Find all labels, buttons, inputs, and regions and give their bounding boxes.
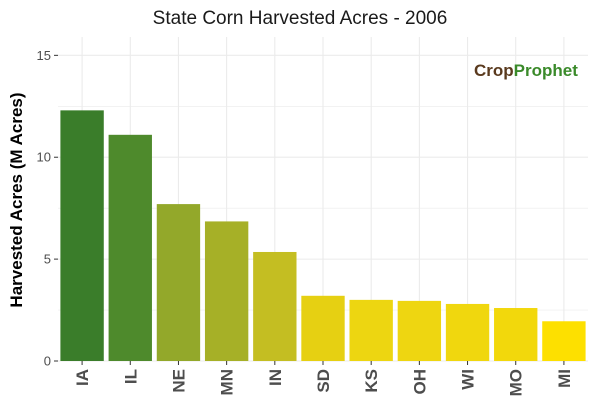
- y-tick-label: 15: [37, 48, 51, 63]
- bar-in: [253, 251, 297, 361]
- x-tick-label: MN: [218, 369, 237, 395]
- x-ticks: IA IL NE MN IN SD KS OH WI MO MI: [73, 361, 574, 396]
- bar-ks: [349, 299, 393, 361]
- bar-ne: [156, 204, 201, 361]
- cropprophet-logo: CropProphet: [474, 61, 578, 81]
- x-tick-label: NE: [169, 369, 188, 393]
- x-tick-label: WI: [459, 369, 478, 390]
- x-tick-label: IL: [121, 369, 140, 384]
- y-ticks: 0 5 10 15: [37, 48, 58, 369]
- bar-wi: [445, 303, 490, 361]
- bar-mi: [542, 321, 586, 361]
- logo-crop-text: Crop: [474, 61, 514, 80]
- bar-oh: [397, 300, 442, 361]
- y-tick-label: 5: [44, 252, 51, 267]
- bar-sd: [301, 295, 345, 361]
- bar-mo: [494, 308, 538, 361]
- x-tick-label: MO: [507, 369, 526, 396]
- bar-mn: [204, 221, 249, 361]
- y-tick-label: 0: [44, 354, 51, 369]
- x-tick-label: SD: [314, 369, 333, 393]
- bar-ia: [60, 110, 104, 361]
- x-tick-label: IN: [266, 369, 285, 386]
- logo-prophet-text: Prophet: [513, 61, 578, 80]
- bar-il: [108, 134, 152, 361]
- x-tick-label: IA: [73, 369, 92, 386]
- y-tick-label: 10: [37, 150, 51, 165]
- x-tick-label: KS: [362, 369, 381, 393]
- x-tick-label: OH: [410, 369, 429, 395]
- x-tick-label: MI: [555, 369, 574, 388]
- bars: [60, 110, 586, 361]
- chart-title: State Corn Harvested Acres - 2006: [152, 8, 448, 29]
